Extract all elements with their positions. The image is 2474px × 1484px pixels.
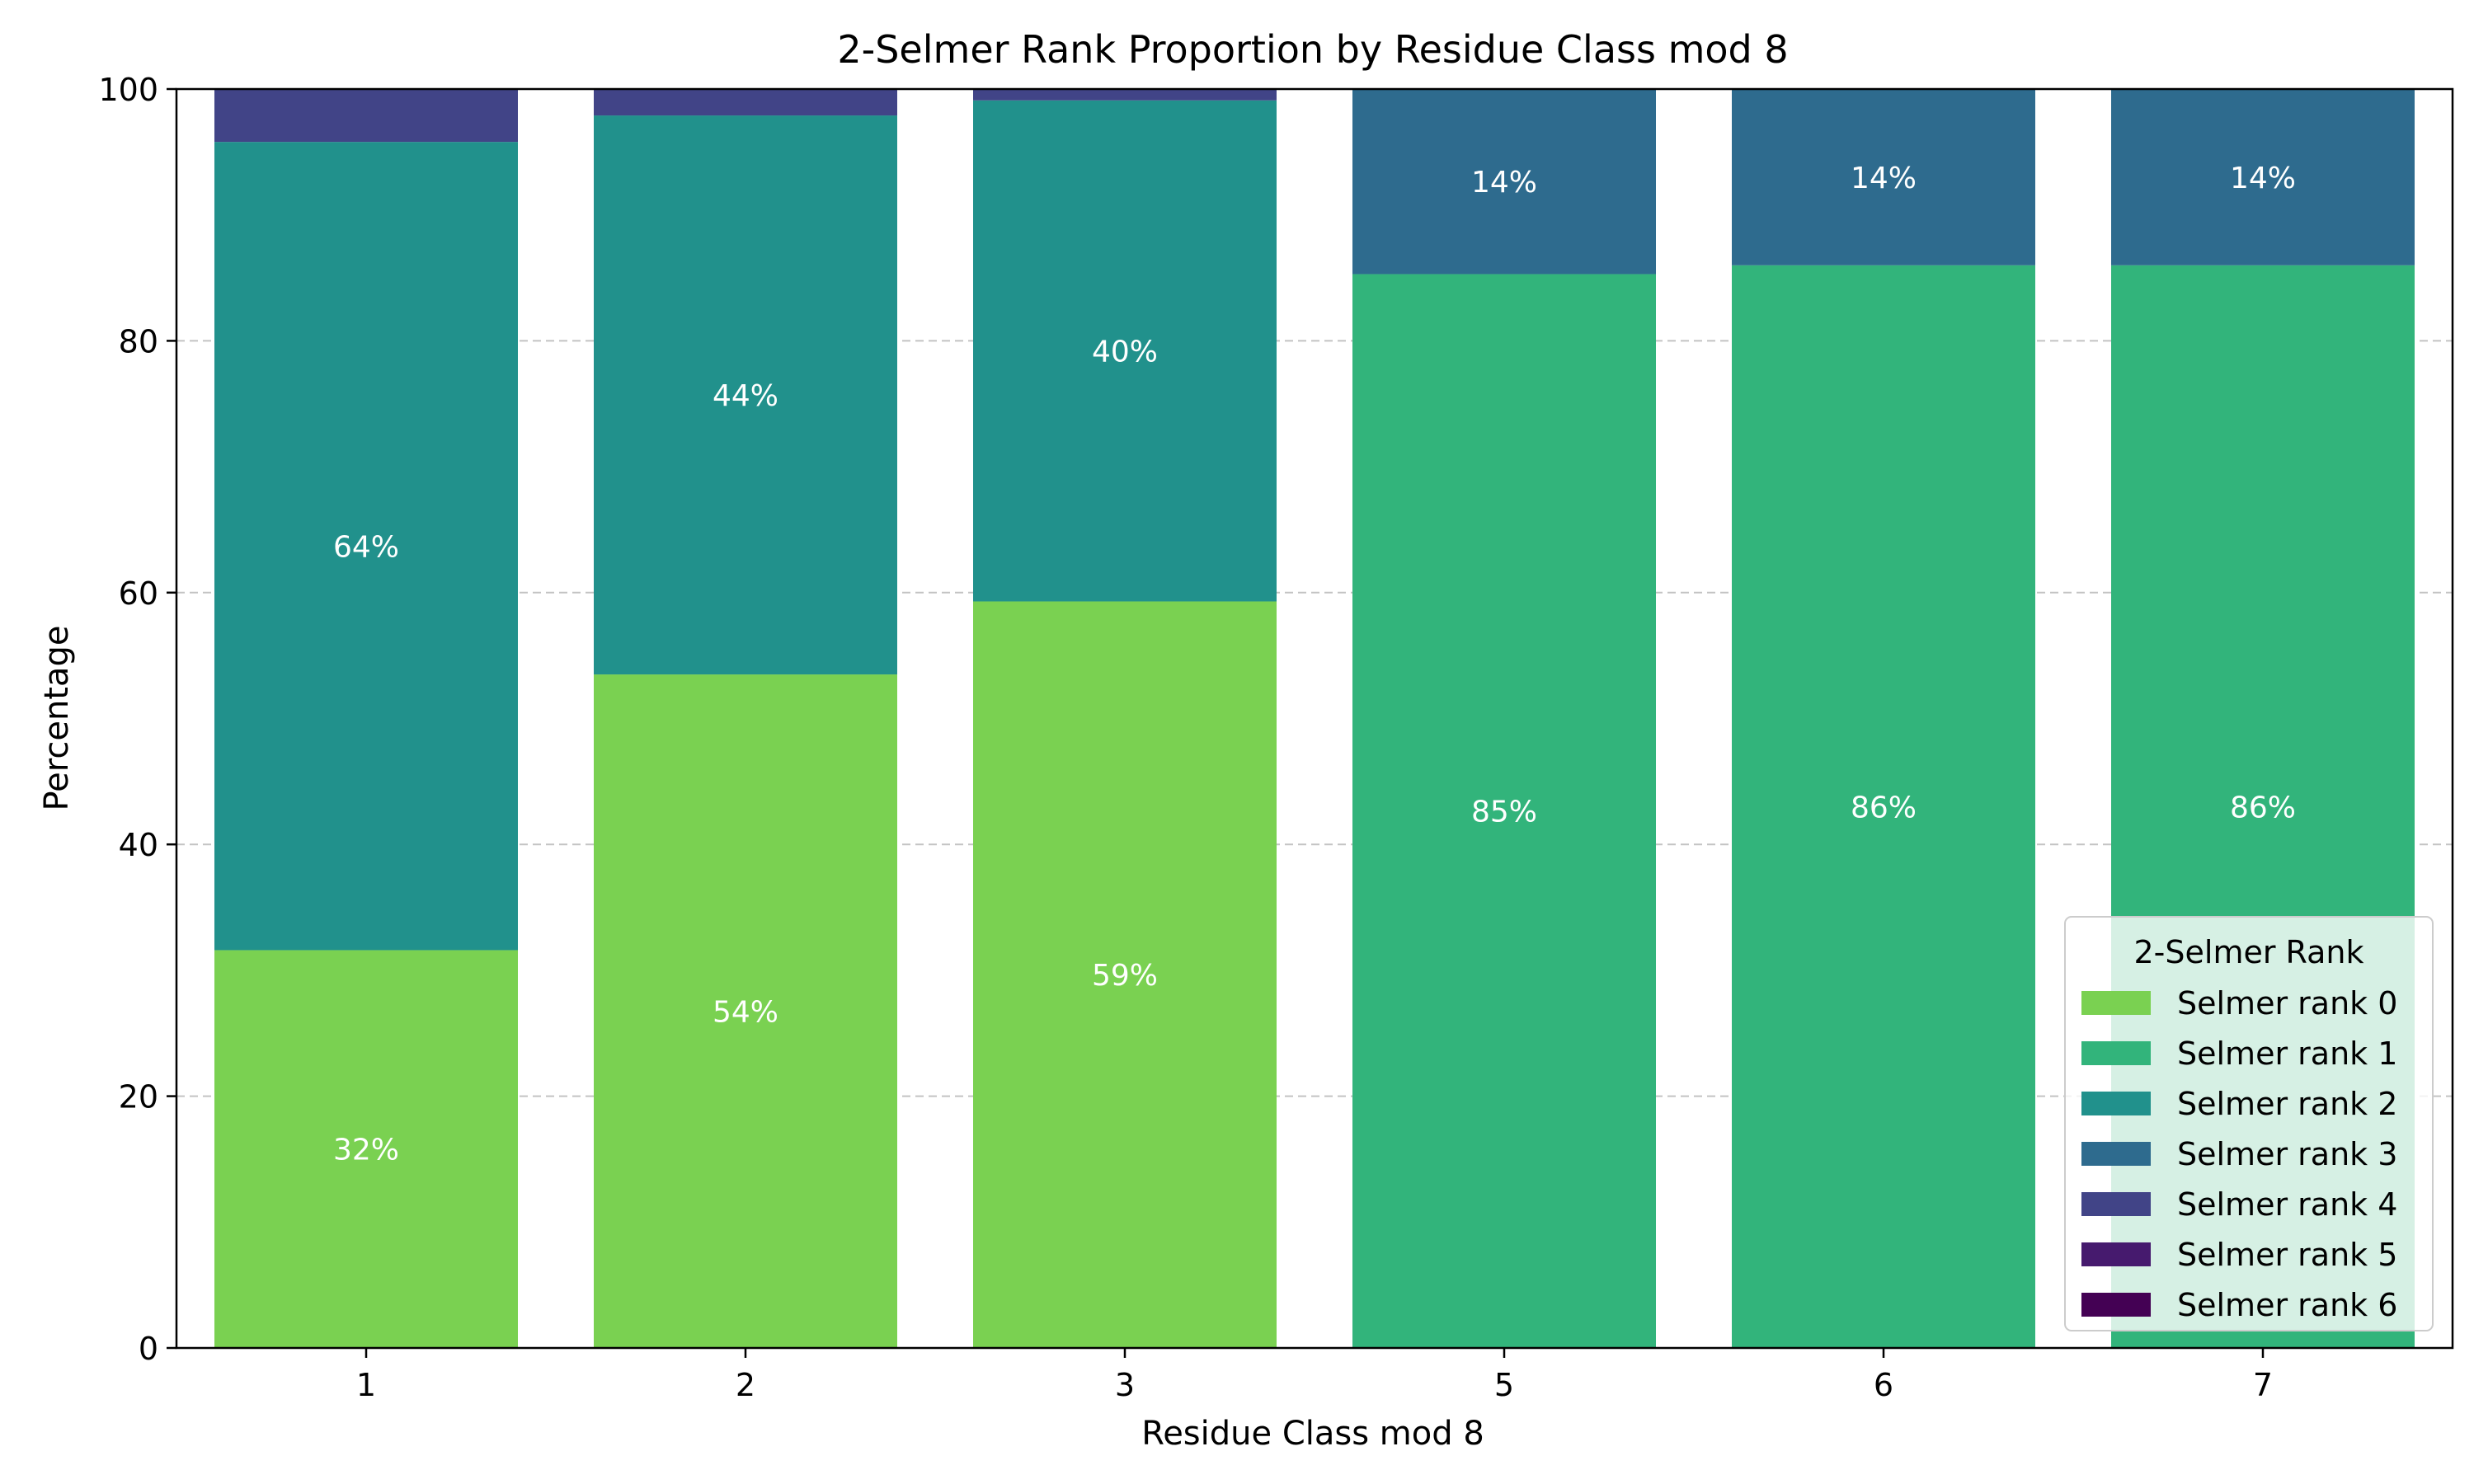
data-labels: 32% 54% 59% 85% 86% 86% 64% 44% 40% 14% 14% 14% <box>333 162 2296 1167</box>
bar-segment <box>1352 274 1656 1348</box>
legend-box <box>2064 916 2434 1331</box>
bar-segment <box>214 89 518 143</box>
axes: 0 20 40 60 80 100 1 2 3 5 6 7 <box>98 72 2273 1403</box>
bar-data-label: 64% <box>333 530 399 564</box>
bar-data-label: 54% <box>713 996 778 1030</box>
bar-data-label: 86% <box>1851 791 1917 824</box>
legend-swatch <box>2081 1293 2151 1317</box>
bar-segment <box>973 100 1277 602</box>
bar-data-label: 32% <box>333 1134 399 1167</box>
x-tick-label: 5 <box>1494 1367 1514 1403</box>
bar-data-label: 85% <box>1471 796 1537 829</box>
y-tick-label: 40 <box>119 827 158 863</box>
bar-data-label: 14% <box>2230 162 2296 195</box>
bar-segment <box>2111 89 2415 265</box>
bar-data-label: 14% <box>1471 166 1537 200</box>
legend-swatch <box>2081 1041 2151 1065</box>
bar-segment <box>973 89 1277 101</box>
bar-data-label: 44% <box>713 379 778 413</box>
bars <box>214 89 2415 1348</box>
y-tick-label: 0 <box>139 1331 158 1367</box>
legend-entry-label: Selmer rank 0 <box>2177 985 2397 1021</box>
legend-entry-label: Selmer rank 5 <box>2177 1237 2397 1273</box>
legend-entry-label: Selmer rank 2 <box>2177 1086 2397 1122</box>
x-tick-label: 7 <box>2253 1367 2273 1403</box>
gridlines <box>176 340 2453 1097</box>
legend-title: 2-Selmer Rank <box>2134 934 2364 970</box>
legend-swatch <box>2081 991 2151 1015</box>
bar-segment <box>594 89 897 116</box>
legend-swatch <box>2081 1142 2151 1166</box>
bar-data-label: 40% <box>1092 336 1158 369</box>
x-tick-label: 2 <box>736 1367 755 1403</box>
y-tick-label: 100 <box>98 72 158 108</box>
legend-swatch <box>2081 1192 2151 1216</box>
bar-segment <box>214 142 518 951</box>
legend-entry-label: Selmer rank 4 <box>2177 1186 2397 1223</box>
y-tick-label: 60 <box>119 575 158 612</box>
legend: 2-Selmer Rank Selmer rank 0 Selmer rank 1 S… <box>2064 916 2434 1331</box>
bar-segment <box>594 674 897 1348</box>
bar-segment <box>1352 89 1656 275</box>
legend-entry-label: Selmer rank 3 <box>2177 1136 2397 1172</box>
x-tick-label: 1 <box>356 1367 376 1403</box>
legend-swatch <box>2081 1242 2151 1266</box>
plot-frame <box>175 87 2454 1350</box>
legend-entry-label: Selmer rank 1 <box>2177 1036 2397 1072</box>
bar-data-label: 14% <box>1851 162 1917 195</box>
bar-segment <box>214 950 518 1348</box>
y-tick-label: 80 <box>119 323 158 359</box>
bar-data-label: 59% <box>1092 959 1158 993</box>
x-tick-label: 6 <box>1874 1367 1893 1403</box>
bar-segment <box>594 115 897 675</box>
x-tick-label: 3 <box>1115 1367 1135 1403</box>
legend-entry-label: Selmer rank 6 <box>2177 1287 2397 1323</box>
legend-swatch <box>2081 1092 2151 1115</box>
y-tick-label: 20 <box>119 1079 158 1115</box>
bar-segment <box>1732 265 2035 1348</box>
chart-title: 2-Selmer Rank Proportion by Residue Clas… <box>837 27 1788 72</box>
x-axis-label: Residue Class mod 8 <box>1141 1415 1484 1453</box>
bar-segment <box>1732 89 2035 265</box>
bar-segment <box>973 601 1277 1348</box>
y-axis-label: Percentage <box>38 625 76 810</box>
bar-data-label: 86% <box>2230 791 2296 824</box>
